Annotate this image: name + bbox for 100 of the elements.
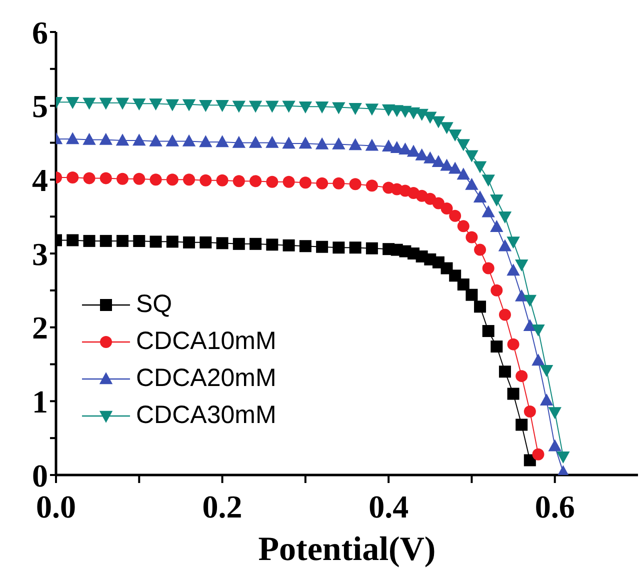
point [315, 101, 329, 114]
point [390, 141, 404, 154]
point [132, 134, 146, 146]
point [523, 294, 537, 307]
point [183, 236, 196, 248]
point [506, 236, 520, 249]
point [199, 135, 212, 148]
point [449, 210, 462, 222]
point [166, 134, 179, 146]
point [556, 451, 570, 464]
point [515, 259, 528, 272]
point [456, 168, 470, 180]
point [299, 240, 312, 252]
legend-label: CDCA20mM [136, 364, 276, 393]
point [66, 97, 80, 110]
point [348, 138, 362, 150]
point [248, 100, 262, 113]
point [216, 100, 229, 112]
point [482, 205, 495, 218]
point [133, 234, 146, 247]
point [507, 338, 520, 350]
point [100, 172, 112, 184]
point [116, 134, 130, 146]
x-tick-label: 0.2 [202, 488, 242, 525]
point [482, 262, 494, 274]
point [332, 137, 346, 150]
point [548, 439, 562, 452]
point [199, 100, 212, 112]
point [149, 98, 162, 111]
point [432, 116, 446, 128]
y-tick-label: 6 [32, 14, 48, 50]
point [182, 134, 196, 146]
point [348, 102, 362, 115]
point [516, 418, 528, 431]
point [166, 236, 178, 248]
y-tick-label: 5 [32, 88, 48, 124]
point [440, 122, 454, 134]
point [365, 138, 379, 151]
point [282, 239, 295, 252]
x-tick-label: 0.4 [368, 488, 409, 525]
point [149, 134, 162, 146]
point [532, 324, 545, 336]
y-tick-label: 2 [32, 310, 48, 346]
point [349, 178, 362, 190]
point [366, 242, 378, 254]
point [448, 162, 462, 174]
x-tick-label: 0.6 [534, 488, 575, 525]
point [415, 108, 428, 121]
point [449, 270, 462, 282]
point [398, 142, 412, 154]
point [382, 140, 396, 152]
point [465, 150, 478, 162]
point [66, 171, 79, 184]
point [132, 98, 146, 111]
point [457, 278, 470, 291]
point [406, 144, 420, 157]
point [466, 288, 478, 301]
point [432, 155, 446, 168]
point [332, 102, 346, 114]
point [116, 98, 130, 110]
point [182, 99, 196, 112]
point [466, 231, 478, 244]
point [424, 112, 437, 124]
x-axis-title: Potential(V) [258, 531, 436, 568]
point [216, 237, 228, 250]
point [66, 234, 79, 246]
point [200, 174, 212, 186]
point [524, 406, 536, 418]
legend-label: SQ [136, 290, 172, 319]
point [540, 394, 554, 406]
point [133, 172, 146, 185]
point [99, 132, 112, 145]
point [248, 136, 262, 148]
point [498, 366, 511, 378]
point [232, 175, 245, 188]
point [266, 238, 278, 251]
point [150, 174, 162, 186]
point [398, 106, 412, 118]
point [282, 100, 296, 113]
point [232, 238, 245, 250]
point [298, 101, 312, 114]
point [166, 174, 178, 186]
point [490, 284, 503, 296]
point [100, 234, 112, 247]
point [532, 354, 545, 366]
point [150, 236, 162, 248]
legend-label: CDCA10mM [136, 327, 276, 356]
legend-label: CDCA30mM [136, 401, 276, 430]
point [440, 158, 454, 171]
point [250, 175, 262, 188]
point [432, 197, 444, 210]
point [474, 244, 486, 256]
y-tick-label: 4 [32, 162, 48, 198]
point [266, 136, 279, 148]
point [116, 172, 129, 185]
point [349, 242, 362, 254]
point [99, 98, 112, 110]
point [474, 300, 486, 313]
point [507, 388, 520, 400]
point [532, 448, 544, 460]
